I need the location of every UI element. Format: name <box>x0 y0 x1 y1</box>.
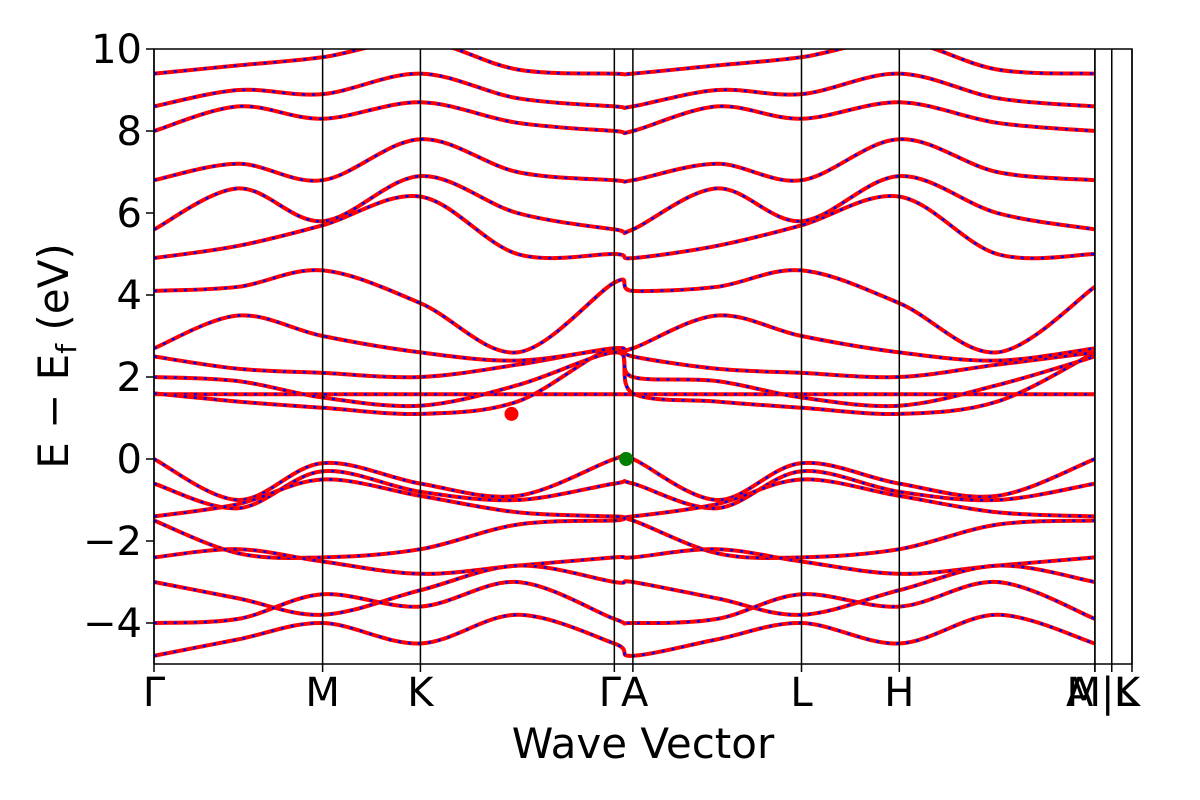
x-tick-label: Γ <box>143 670 166 716</box>
y-tick-label: 6 <box>117 191 142 237</box>
x-axis-ticks: Γ M K ΓA L H AM|LK <box>143 664 1142 716</box>
band-line-spin-up <box>154 314 1096 362</box>
band-line-spin-down <box>154 137 1096 184</box>
band-line-spin-down <box>154 194 1095 261</box>
y-tick-label: 0 <box>117 437 142 483</box>
cbm-marker <box>504 406 519 421</box>
y-tick-label: 8 <box>117 109 142 155</box>
band-line-spin-down <box>154 547 1096 576</box>
band-line-spin-up <box>154 137 1096 183</box>
band-line-spin-down <box>154 49 1095 77</box>
x-tick-label: M <box>305 670 340 716</box>
x-tick-label: K <box>1114 670 1142 716</box>
band-line-spin-up <box>154 564 1096 617</box>
band-line-spin-down <box>154 612 1096 658</box>
y-tick-label: 2 <box>117 355 142 401</box>
vbm-marker <box>619 452 634 466</box>
x-tick-label: K <box>407 670 435 716</box>
band-line-spin-down <box>154 174 1096 236</box>
y-tick-label: 4 <box>117 273 142 319</box>
band-line-spin-up <box>154 516 1095 560</box>
y-tick-label: −4 <box>83 601 142 647</box>
markers-layer <box>504 406 634 466</box>
y-tick-label: 10 <box>91 27 142 73</box>
band-line-spin-up <box>154 101 1096 135</box>
band-line-spin-up <box>154 174 1096 235</box>
x-tick-label: H <box>884 670 914 716</box>
band-line-spin-up <box>154 580 1096 625</box>
plot-frame <box>153 48 1133 665</box>
band-line-spin-up <box>154 469 1096 510</box>
bands-layer <box>154 49 1097 658</box>
band-line-spin-down <box>154 71 1096 110</box>
y-axis-title-unit-spacer <box>29 331 78 344</box>
y-axis-title-unit: (eV) <box>29 243 78 330</box>
band-line-spin-up <box>154 613 1096 658</box>
x-tick-label: A <box>1066 670 1094 716</box>
band-line-spin-down <box>154 469 1096 511</box>
y-axis-title-subscript: f <box>50 343 83 354</box>
x-tick-label: M|L <box>1067 670 1138 716</box>
y-axis-title-main: E − E <box>29 354 78 469</box>
x-tick-label: L <box>790 670 813 716</box>
y-axis-title: E − Ef (eV) <box>29 243 83 469</box>
band-line-spin-up <box>154 72 1096 110</box>
band-line-spin-down <box>154 350 1096 409</box>
band-line-spin-down <box>154 515 1095 561</box>
y-axis-ticks: −4 −2 0 2 4 6 8 10 <box>83 27 154 647</box>
y-tick-label: −2 <box>83 519 142 565</box>
band-line-spin-down <box>154 268 1097 355</box>
x-axis-title: Wave Vector <box>512 719 775 768</box>
band-line-spin-down <box>154 579 1096 626</box>
x-tick-label: ΓA <box>599 670 649 716</box>
